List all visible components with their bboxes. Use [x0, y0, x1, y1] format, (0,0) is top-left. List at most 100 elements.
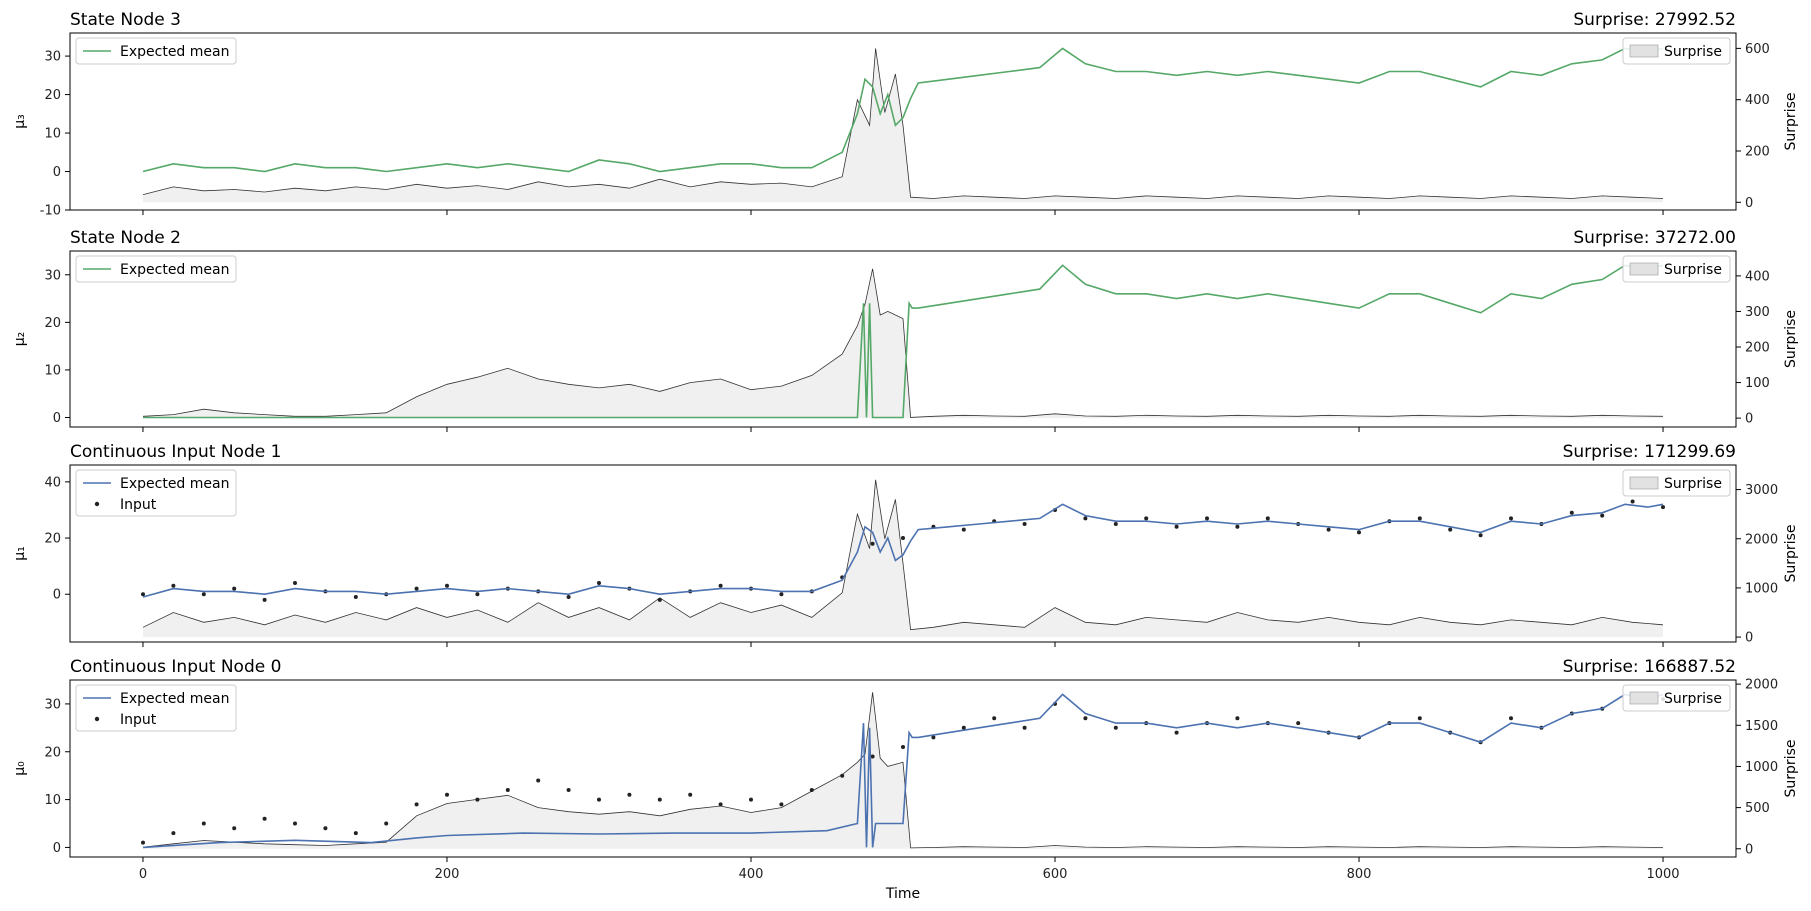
surprise-total-label: Surprise: 37272.00 [1573, 228, 1736, 248]
legend-surprise-swatch [1629, 44, 1659, 58]
input-point [262, 597, 267, 602]
input-point [1235, 716, 1240, 721]
input-point [475, 592, 480, 597]
input-point [293, 581, 297, 585]
x-tick-label: 400 [739, 867, 764, 882]
input-point [353, 595, 358, 599]
y-tick-label: 30 [44, 268, 61, 283]
input-point [414, 802, 419, 807]
input-point [1661, 505, 1665, 510]
legend-input-swatch [94, 501, 100, 507]
input-point [931, 735, 936, 740]
axes-frame [69, 464, 1737, 643]
legend-entry-surprise: Surprise [1664, 691, 1722, 707]
input-point [1144, 516, 1149, 521]
legend-box [1622, 469, 1731, 497]
legend-surprise: Surprise [1622, 469, 1731, 497]
y-right-tick-label: 400 [1745, 269, 1770, 284]
x-tick-label: 0 [139, 867, 147, 882]
plot-area [142, 264, 1664, 419]
input-point [1326, 527, 1331, 532]
input-point [1478, 533, 1483, 538]
legend: Expected mean [75, 37, 237, 65]
panel-title: Continuous Input Node 1 [70, 442, 281, 462]
legend-box [1622, 255, 1731, 283]
legend-surprise: Surprise [1622, 255, 1731, 283]
input-point [566, 595, 571, 599]
input-point [870, 754, 875, 759]
y-axis-label: μ₁ [12, 546, 28, 561]
input-point [1022, 522, 1027, 526]
legend-surprise: Surprise [1622, 37, 1731, 65]
legend-box [75, 469, 237, 517]
input-point [445, 792, 449, 797]
input-point [232, 826, 237, 831]
input-point [1417, 716, 1422, 721]
y-right-tick-label: 200 [1745, 145, 1770, 160]
y-tick-label: 20 [44, 745, 61, 760]
x-axis-label: Time [885, 886, 920, 902]
input-point [779, 592, 784, 597]
surprise-area [143, 268, 1663, 419]
input-point [1357, 530, 1361, 535]
surprise-line [142, 692, 1664, 849]
input-point [566, 788, 571, 792]
panel-1: State Node 2 Surprise: 37272.000102030010… [12, 228, 1799, 432]
legend: Expected mean Input [75, 469, 237, 517]
legend-box [1622, 37, 1731, 65]
legend-surprise-swatch [1629, 262, 1659, 276]
input-points [141, 692, 1665, 845]
y-tick-label: 10 [44, 127, 61, 142]
input-point [201, 821, 206, 826]
legend-box [75, 37, 237, 65]
input-point [1113, 522, 1118, 526]
surprise-line [142, 268, 1664, 418]
y-tick-label: 0 [53, 165, 61, 180]
surprise-line [142, 48, 1664, 199]
input-point [1083, 516, 1088, 521]
y-tick-label: 10 [44, 363, 61, 378]
y-tick-label: -10 [40, 204, 61, 219]
y-tick-label: 20 [44, 88, 61, 103]
y-axis-label: μ₃ [12, 114, 28, 129]
x-tick-label: 1000 [1646, 867, 1679, 882]
input-point [870, 541, 875, 546]
y-right-tick-label: 0 [1745, 631, 1753, 646]
y-tick-label: 20 [44, 316, 61, 331]
y-tick-label: 0 [53, 411, 61, 426]
y-axis-label: μ₂ [12, 332, 28, 347]
input-point [293, 821, 297, 826]
input-point [749, 797, 753, 802]
x-tick-label: 600 [1043, 867, 1068, 882]
y-tick-label: 30 [44, 50, 61, 65]
plot-area [141, 479, 1665, 638]
y-right-tick-label: 0 [1745, 412, 1753, 427]
input-point [232, 586, 237, 591]
input-point [141, 592, 145, 597]
y-right-tick-label: 1000 [1745, 581, 1778, 596]
y-right-tick-label: 1500 [1745, 719, 1778, 734]
legend-entry-surprise: Surprise [1664, 44, 1722, 60]
input-point [384, 821, 389, 826]
input-point [1448, 527, 1453, 532]
surprise-area [143, 692, 1663, 849]
surprise-area [143, 479, 1663, 638]
input-point [961, 527, 966, 532]
axes-frame [69, 32, 1737, 211]
input-point [1265, 516, 1270, 521]
input-point [323, 826, 328, 831]
surprise-total-label: Surprise: 27992.52 [1573, 10, 1736, 30]
y-right-tick-label: 0 [1745, 842, 1753, 857]
input-point [809, 788, 814, 792]
panel-3: Continuous Input Node 0 Surprise: 166887.… [12, 657, 1799, 862]
y-right-tick-label: 0 [1745, 196, 1753, 211]
input-point [1417, 516, 1422, 521]
surprise-line [142, 479, 1664, 631]
input-point [201, 592, 206, 597]
shared-x-axis: Time 0 200 400 600 800 1000 [139, 867, 1680, 902]
y-right-tick-label: 400 [1745, 93, 1770, 108]
plot-area [142, 47, 1664, 203]
input-point [1296, 721, 1301, 726]
y-right-tick-label: 500 [1745, 801, 1770, 816]
